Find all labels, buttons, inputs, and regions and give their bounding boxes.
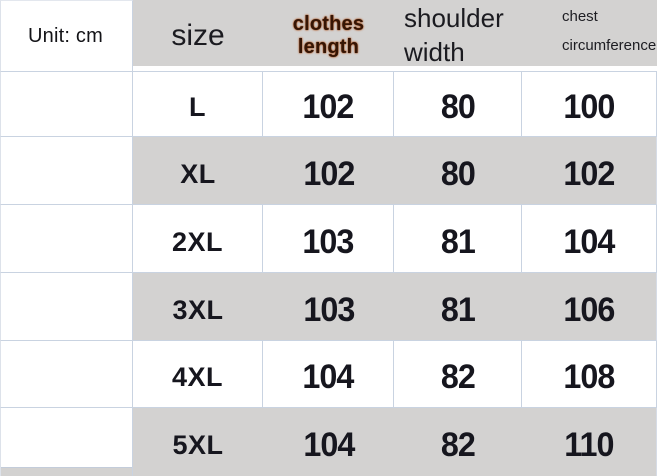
clothes-length-cell: 102 (263, 72, 394, 137)
shoulder-width-cell: 81 (394, 205, 522, 273)
clothes-length-cell: 103 (263, 273, 394, 341)
chest-label-line1: chest (562, 8, 598, 25)
header-clothes-length: clothes length (263, 0, 394, 72)
shoulder-width-cell: 80 (394, 137, 522, 205)
header-size: size (133, 0, 263, 72)
shoulder-width-cell: 82 (394, 408, 522, 476)
clothes-length-cell: 104 (263, 408, 394, 476)
size-cell: 3XL (133, 273, 263, 341)
chest-label-line2: circumference (562, 37, 657, 55)
shoulder-width-cell: 82 (394, 341, 522, 408)
chest-circumference-cell: 110 (522, 408, 657, 476)
row-spacer-cell (0, 72, 133, 137)
shoulder-width-cell: 80 (394, 72, 522, 137)
header-shoulder-width-label: shoulder width (404, 3, 504, 67)
size-cell: 2XL (133, 205, 263, 273)
size-cell: XL (133, 137, 263, 205)
row-spacer-cell (0, 341, 133, 408)
header-shoulder-width: shoulder width (394, 0, 522, 72)
shoulder-width-cell: 81 (394, 273, 522, 341)
chest-circumference-cell: 102 (522, 137, 657, 205)
row-spacer-cell (0, 137, 133, 205)
row-spacer-cell (0, 205, 133, 273)
clothes-length-cell: 103 (263, 205, 394, 273)
clothes-length-cell: 104 (263, 341, 394, 408)
header-size-label: size (171, 18, 225, 52)
size-cell: 4XL (133, 341, 263, 408)
row-spacer-cell (0, 273, 133, 341)
unit-label: Unit: cm (28, 24, 103, 47)
unit-label-cell: Unit: cm (0, 0, 133, 72)
size-cell: 5XL (133, 408, 263, 476)
header-chest-circumference: chest circumference (522, 0, 657, 72)
clothes-length-cell: 102 (263, 137, 394, 205)
header-clothes-length-label: clothes length (292, 13, 365, 58)
chest-circumference-cell: 100 (522, 72, 657, 137)
header-chest-circumference-label: chest circumference (562, 8, 657, 55)
row-spacer-cell (0, 408, 133, 476)
size-cell: L (133, 72, 263, 137)
chest-circumference-cell: 108 (522, 341, 657, 408)
chest-circumference-cell: 104 (522, 205, 657, 273)
chest-circumference-cell: 106 (522, 273, 657, 341)
